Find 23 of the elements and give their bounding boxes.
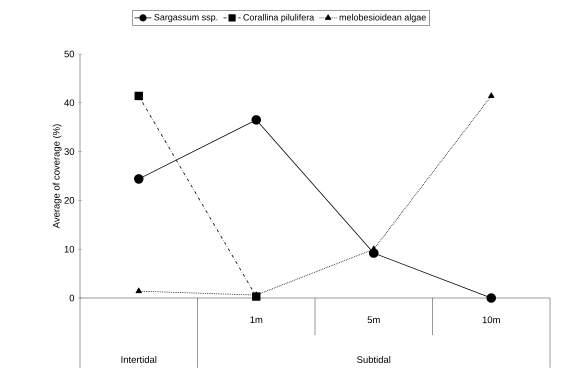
point: [486, 293, 496, 303]
y-axis-title: Average of coverage (%): [52, 124, 62, 228]
legend-label: Corallina pilulifera: [243, 14, 314, 22]
text: Intertidal: [121, 356, 156, 363]
y-tick-label: 20: [64, 197, 74, 204]
y-tick-label: 10: [64, 246, 74, 253]
point: [134, 174, 144, 184]
x-tick-label: 1m: [250, 316, 262, 323]
y-tick-label: 40: [64, 99, 74, 106]
point: [488, 92, 494, 98]
point: [251, 115, 262, 125]
y-tick-label: 50: [64, 50, 74, 58]
y-tick-label: 30: [64, 148, 74, 155]
text: Subtidal: [357, 356, 390, 363]
x-tick-label: 10m: [482, 316, 500, 324]
x-tick-label: 5m: [368, 316, 380, 324]
point: [136, 288, 142, 294]
point: [368, 248, 379, 258]
point: [252, 292, 260, 301]
y-tick-label: 0: [70, 294, 74, 302]
legend-label: melobesioidean algae: [340, 14, 426, 22]
point: [134, 92, 143, 100]
legend-label: Sargassum ssp.: [154, 14, 218, 22]
